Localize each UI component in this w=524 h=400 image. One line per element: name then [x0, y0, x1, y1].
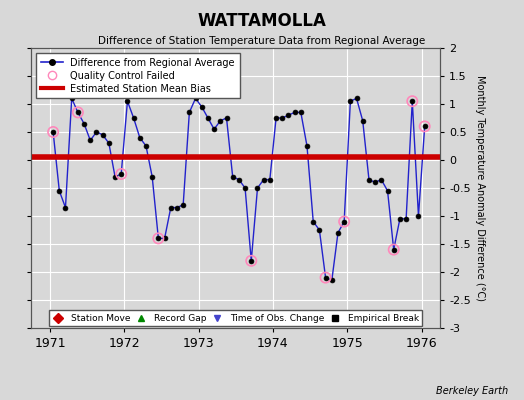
Point	[408, 98, 417, 104]
Point	[389, 246, 398, 253]
Text: Difference of Station Temperature Data from Regional Average: Difference of Station Temperature Data f…	[99, 36, 425, 46]
Point	[340, 218, 348, 225]
Y-axis label: Monthly Temperature Anomaly Difference (°C): Monthly Temperature Anomaly Difference (…	[475, 75, 485, 301]
Point	[321, 274, 330, 281]
Text: Berkeley Earth: Berkeley Earth	[436, 386, 508, 396]
Point	[117, 171, 125, 177]
Point	[49, 129, 57, 135]
Legend: Station Move, Record Gap, Time of Obs. Change, Empirical Break: Station Move, Record Gap, Time of Obs. C…	[49, 310, 422, 326]
Text: WATTAMOLLA: WATTAMOLLA	[198, 12, 326, 30]
Point	[154, 235, 162, 242]
Point	[421, 123, 429, 130]
Point	[247, 258, 255, 264]
Point	[74, 109, 82, 116]
